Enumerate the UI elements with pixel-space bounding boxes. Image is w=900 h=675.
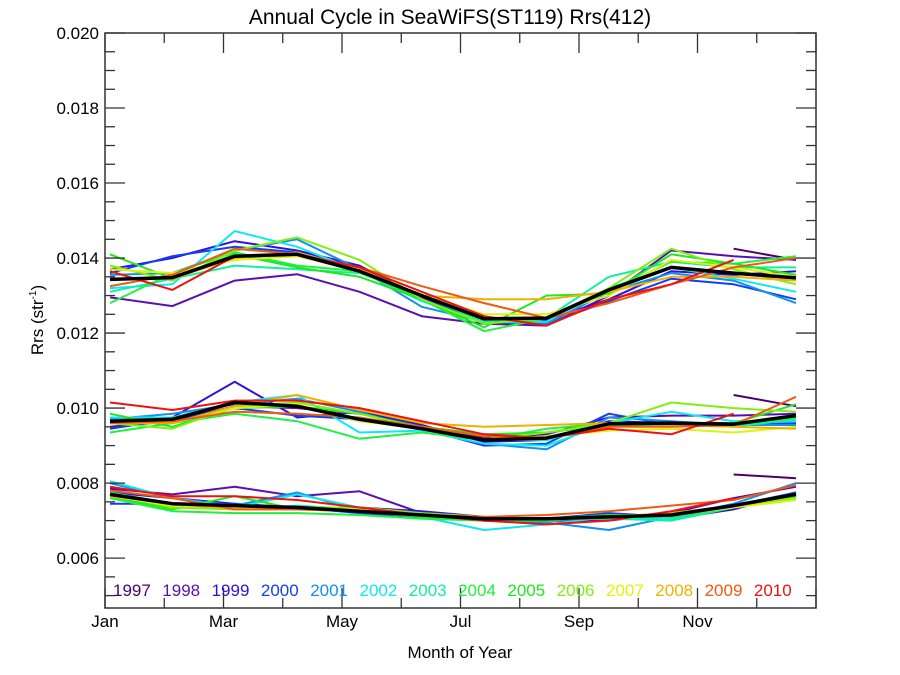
series-layer <box>109 230 797 531</box>
y-tick-label: 0.016 <box>56 174 99 193</box>
x-axis: Jan Mar May Jul Sep Nov <box>91 33 817 631</box>
y-tick-label: 0.018 <box>56 99 99 118</box>
x-tick-label: May <box>326 612 359 631</box>
legend-item-2009: 2009 <box>705 581 743 600</box>
y-axis-label-superscript: -1 <box>28 290 39 299</box>
legend-item-2000: 2000 <box>261 581 299 600</box>
legend-item-2008: 2008 <box>655 581 693 600</box>
y-tick-label: 0.020 <box>56 24 99 43</box>
y-tick-label: 0.014 <box>56 249 99 268</box>
y-axis-label-main: Rrs (str <box>28 299 47 355</box>
series-line-2008-middle <box>110 394 797 430</box>
legend-item-1998: 1998 <box>162 581 200 600</box>
y-axis: 0.006 0.008 0.010 0.012 0.014 0.016 0.018 0.020 <box>56 24 816 597</box>
y-axis-label-close: ) <box>28 285 47 291</box>
legend-item-2007: 2007 <box>606 581 644 600</box>
mean-line-upper <box>109 252 797 321</box>
y-tick-label: 0.006 <box>56 549 99 568</box>
series-line-2002-middle <box>110 394 796 447</box>
y-axis-label: Rrs (str-1) <box>28 285 47 355</box>
x-axis-label: Month of Year <box>408 643 513 662</box>
series-line-2006-upper <box>109 236 797 325</box>
series-line-1997-lower <box>733 473 797 480</box>
series-line-2009-middle <box>109 395 797 440</box>
legend-item-2010: 2010 <box>754 581 792 600</box>
legend-item-2002: 2002 <box>360 581 398 600</box>
legend-item-2004: 2004 <box>458 581 496 600</box>
mean-line-lower <box>109 492 797 521</box>
legend-item-2001: 2001 <box>310 581 348 600</box>
mean-layer <box>109 252 797 521</box>
series-line-2004-lower <box>109 495 797 522</box>
legend: 1997 1998 1999 2000 2001 2002 2003 2004 2005 2006… <box>113 581 792 600</box>
x-tick-label: Jul <box>450 612 472 631</box>
legend-item-2003: 2003 <box>409 581 447 600</box>
legend-item-1997: 1997 <box>113 581 151 600</box>
y-tick-label: 0.012 <box>56 324 99 343</box>
series-line-2010-middle <box>109 399 734 440</box>
y-tick-label: 0.008 <box>56 474 99 493</box>
series-line-2009-upper <box>109 247 797 320</box>
legend-item-2005: 2005 <box>507 581 545 600</box>
series-line-1997-middle <box>733 394 797 408</box>
legend-item-2006: 2006 <box>557 581 595 600</box>
legend-item-1999: 1999 <box>212 581 250 600</box>
series-line-2010-upper <box>109 253 734 327</box>
x-tick-label: Nov <box>682 612 713 631</box>
x-tick-label: Mar <box>209 612 239 631</box>
x-tick-label: Jan <box>91 612 118 631</box>
mean-line-middle <box>109 400 797 442</box>
y-tick-label: 0.010 <box>56 399 99 418</box>
x-tick-label: Sep <box>564 612 594 631</box>
chart-title: Annual Cycle in SeaWiFS(ST119) Rrs(412) <box>249 6 651 29</box>
